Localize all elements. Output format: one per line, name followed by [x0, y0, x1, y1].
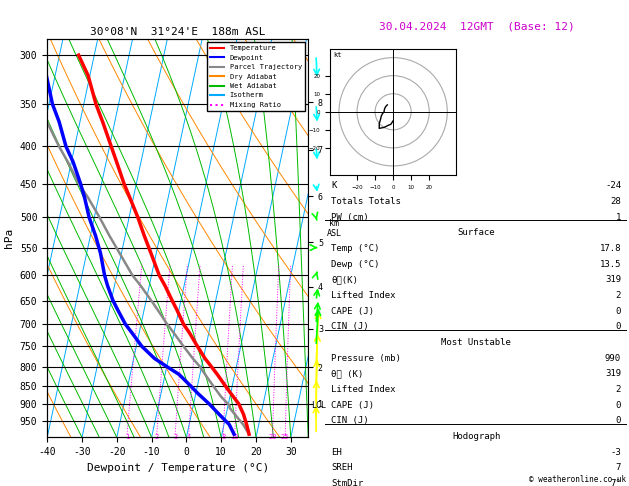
Text: Lifted Index: Lifted Index: [331, 291, 396, 300]
Text: Dewp (°C): Dewp (°C): [331, 260, 380, 269]
Text: 2: 2: [616, 291, 621, 300]
Text: -3: -3: [610, 448, 621, 457]
Text: θᴇ(K): θᴇ(K): [331, 276, 358, 284]
X-axis label: Dewpoint / Temperature (°C): Dewpoint / Temperature (°C): [87, 463, 269, 473]
Text: kt: kt: [333, 52, 342, 58]
Text: 0: 0: [616, 307, 621, 316]
Text: 17.8: 17.8: [599, 244, 621, 253]
Text: 1: 1: [616, 213, 621, 222]
Text: CAPE (J): CAPE (J): [331, 307, 374, 316]
Text: Temp (°C): Temp (°C): [331, 244, 380, 253]
Text: 2: 2: [616, 385, 621, 394]
Text: 20: 20: [269, 434, 277, 440]
Y-axis label: km
ASL: km ASL: [326, 219, 342, 238]
Text: 2: 2: [155, 434, 159, 440]
Y-axis label: hPa: hPa: [4, 228, 14, 248]
Text: 4: 4: [187, 434, 191, 440]
Text: CIN (J): CIN (J): [331, 322, 369, 331]
Text: 319: 319: [605, 369, 621, 378]
Text: CIN (J): CIN (J): [331, 417, 369, 425]
Text: 7°: 7°: [610, 479, 621, 486]
Text: LCL: LCL: [311, 401, 326, 410]
Text: StmDir: StmDir: [331, 479, 364, 486]
Text: θᴇ (K): θᴇ (K): [331, 369, 364, 378]
Text: Totals Totals: Totals Totals: [331, 197, 401, 206]
Title: 30°08'N  31°24'E  188m ASL: 30°08'N 31°24'E 188m ASL: [90, 27, 265, 37]
Text: EH: EH: [331, 448, 342, 457]
Text: 1: 1: [125, 434, 129, 440]
Text: 319: 319: [605, 276, 621, 284]
Text: Most Unstable: Most Unstable: [441, 338, 511, 347]
Text: PW (cm): PW (cm): [331, 213, 369, 222]
Text: -24: -24: [605, 181, 621, 191]
Text: 10: 10: [230, 434, 239, 440]
Text: 30.04.2024  12GMT  (Base: 12): 30.04.2024 12GMT (Base: 12): [379, 22, 574, 32]
Text: 0: 0: [616, 417, 621, 425]
Text: Lifted Index: Lifted Index: [331, 385, 396, 394]
Text: 990: 990: [605, 354, 621, 363]
Text: Surface: Surface: [457, 228, 495, 237]
Text: © weatheronline.co.uk: © weatheronline.co.uk: [529, 474, 626, 484]
Text: CAPE (J): CAPE (J): [331, 400, 374, 410]
Text: 0: 0: [616, 322, 621, 331]
Text: 0: 0: [616, 400, 621, 410]
Text: SREH: SREH: [331, 463, 353, 472]
Text: 25: 25: [281, 434, 289, 440]
Legend: Temperature, Dewpoint, Parcel Trajectory, Dry Adiabat, Wet Adiabat, Isotherm, Mi: Temperature, Dewpoint, Parcel Trajectory…: [208, 42, 304, 111]
Text: Pressure (mb): Pressure (mb): [331, 354, 401, 363]
Text: 28: 28: [610, 197, 621, 206]
Text: 13.5: 13.5: [599, 260, 621, 269]
Text: K: K: [331, 181, 337, 191]
Text: 8: 8: [221, 434, 225, 440]
Text: Hodograph: Hodograph: [452, 432, 500, 441]
Text: 7: 7: [616, 463, 621, 472]
Text: 3: 3: [173, 434, 177, 440]
